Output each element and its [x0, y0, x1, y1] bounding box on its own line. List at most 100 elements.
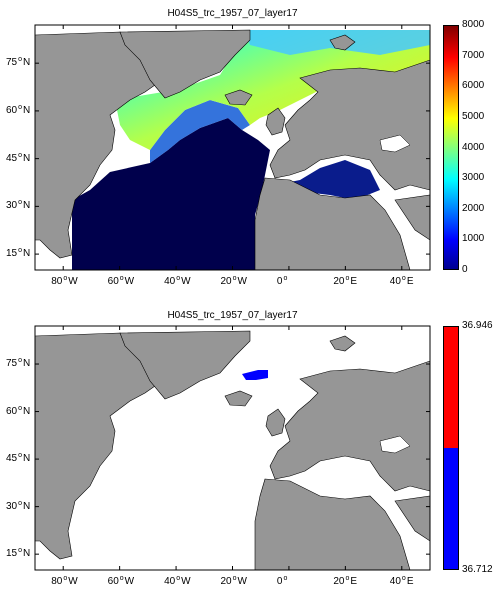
y-tick-number: 75: [6, 358, 18, 370]
y-tick-number: 60: [6, 405, 18, 417]
top-tick-marks: [35, 25, 430, 270]
top-colorbar-tick-label: 0: [462, 264, 468, 275]
degree-symbol: o: [18, 452, 23, 460]
x-tick-hemisphere: W: [181, 576, 191, 587]
degree-symbol: o: [119, 275, 124, 282]
x-tick-number: 0: [276, 276, 283, 287]
y-tick-hemisphere: N: [23, 405, 31, 417]
top-tracer-high-field: [115, 30, 430, 150]
x-tick-label: 40oE: [389, 575, 414, 589]
x-tick-label: 40oW: [164, 575, 191, 589]
x-tick-hemisphere: W: [237, 576, 247, 587]
bottom-black-sea: [379, 435, 411, 454]
x-tick-number: 20: [220, 576, 232, 587]
y-tick-hemisphere: N: [23, 200, 31, 212]
top-colorbar-tick-label: 4000: [462, 141, 485, 153]
x-tick-number: 40: [164, 276, 176, 287]
y-tick-number: 30: [6, 500, 18, 512]
degree-symbol: o: [345, 575, 350, 582]
x-tick-label: 80oW: [51, 575, 78, 589]
degree-symbol: o: [18, 151, 23, 159]
y-tick-number: 15: [6, 248, 18, 260]
y-tick-number: 45: [6, 152, 18, 164]
bottom-colorbar: [443, 326, 459, 570]
x-tick-hemisphere: W: [68, 276, 78, 287]
top-map-panel: H04S5_trc_1957_07_layer17: [6, 8, 485, 289]
x-tick-hemisphere: W: [124, 576, 135, 587]
top-map-svg: [34, 24, 431, 271]
y-tick-number: 60: [6, 104, 18, 116]
x-tick-number: 40: [389, 276, 401, 287]
x-tick-number: 60: [107, 576, 119, 587]
y-tick-label: 45oN: [6, 452, 30, 466]
x-tick-number: 20: [333, 276, 345, 287]
y-tick-label: 30oN: [6, 500, 31, 514]
top-map-title: H04S5_trc_1957_07_layer17: [167, 8, 298, 19]
y-tick-label: 15oN: [6, 247, 31, 261]
degree-symbol: o: [401, 275, 406, 282]
y-tick-label: 45oN: [6, 151, 31, 166]
top-colorbar-tick-label: 2000: [462, 202, 485, 214]
degree-symbol: o: [18, 56, 23, 64]
x-tick-number: 60: [107, 276, 119, 287]
y-tick-hemisphere: N: [23, 248, 31, 260]
bottom-colorbar-max-label: 36.946: [462, 320, 493, 331]
x-tick-label: 20oW: [220, 575, 247, 589]
y-tick-hemisphere: N: [23, 548, 31, 560]
y-tick-label: 75oN: [6, 56, 30, 70]
x-tick-hemisphere: W: [68, 576, 78, 587]
x-tick-hemisphere: W: [237, 276, 247, 287]
x-tick-hemisphere: E: [350, 276, 358, 287]
y-tick-hemisphere: N: [23, 500, 31, 512]
top-colorbar-tick-label: 8000: [462, 19, 485, 30]
degree-symbol: o: [18, 357, 23, 365]
top-colorbar: [443, 25, 459, 270]
x-tick-number: 80: [51, 276, 63, 287]
x-tick-number: 20: [220, 276, 232, 287]
x-tick-label: 40oW: [164, 275, 191, 289]
top-colorbar-tick-label: 6000: [462, 80, 485, 92]
degree-symbol: o: [176, 275, 181, 282]
x-tick-label: 0o: [276, 575, 288, 589]
x-tick-label: 0o: [276, 275, 288, 289]
y-tick-label: 30oN: [6, 199, 31, 213]
x-tick-label: 80oW: [51, 275, 78, 289]
y-tick-number: 45: [6, 453, 18, 465]
bottom-tracer-patch: [242, 370, 268, 380]
x-tick-number: 0: [276, 576, 283, 587]
degree-symbol: o: [345, 275, 350, 282]
y-tick-number: 30: [6, 200, 18, 212]
degree-symbol: o: [63, 575, 68, 582]
degree-symbol: o: [18, 247, 23, 255]
y-tick-label: 75oN: [6, 357, 30, 371]
top-colorbar-tick-label: 5000: [462, 110, 485, 122]
bottom-colorbar-min-label: 36.712: [462, 564, 493, 575]
top-tracer-deep-field: [72, 118, 270, 270]
top-colorbar-tick-label: 3000: [462, 172, 485, 184]
y-tick-label: 60oN: [6, 405, 31, 419]
degree-symbol: o: [119, 575, 124, 582]
x-tick-hemisphere: W: [124, 276, 135, 287]
y-tick-label: 15oN: [6, 547, 31, 561]
x-tick-number: 80: [51, 576, 63, 587]
bottom-map-svg: [34, 325, 431, 571]
y-tick-hemisphere: N: [23, 104, 31, 116]
top-colorbar-tick-label: 7000: [462, 49, 485, 61]
x-tick-label: 20oW: [220, 275, 247, 289]
degree-symbol: o: [18, 103, 23, 111]
x-tick-label: 60oW: [107, 275, 135, 289]
degree-symbol: o: [176, 575, 181, 582]
x-tick-label: 20oE: [333, 275, 358, 289]
x-tick-hemisphere: W: [181, 276, 191, 287]
top-black-sea: [379, 134, 411, 153]
x-tick-number: 40: [389, 576, 401, 587]
degree-symbol: o: [18, 547, 23, 555]
bottom-map-title: H04S5_trc_1957_07_layer17: [167, 310, 298, 321]
x-tick-hemisphere: E: [350, 576, 358, 587]
degree-symbol: o: [232, 275, 237, 282]
top-land: [34, 29, 431, 271]
degree-symbol: o: [232, 575, 237, 582]
y-tick-number: 15: [6, 548, 18, 560]
bottom-map-panel: H04S5_trc_1957_07_layer17 80oW 60oW 4: [0, 300, 500, 600]
y-tick-hemisphere: N: [23, 152, 31, 164]
